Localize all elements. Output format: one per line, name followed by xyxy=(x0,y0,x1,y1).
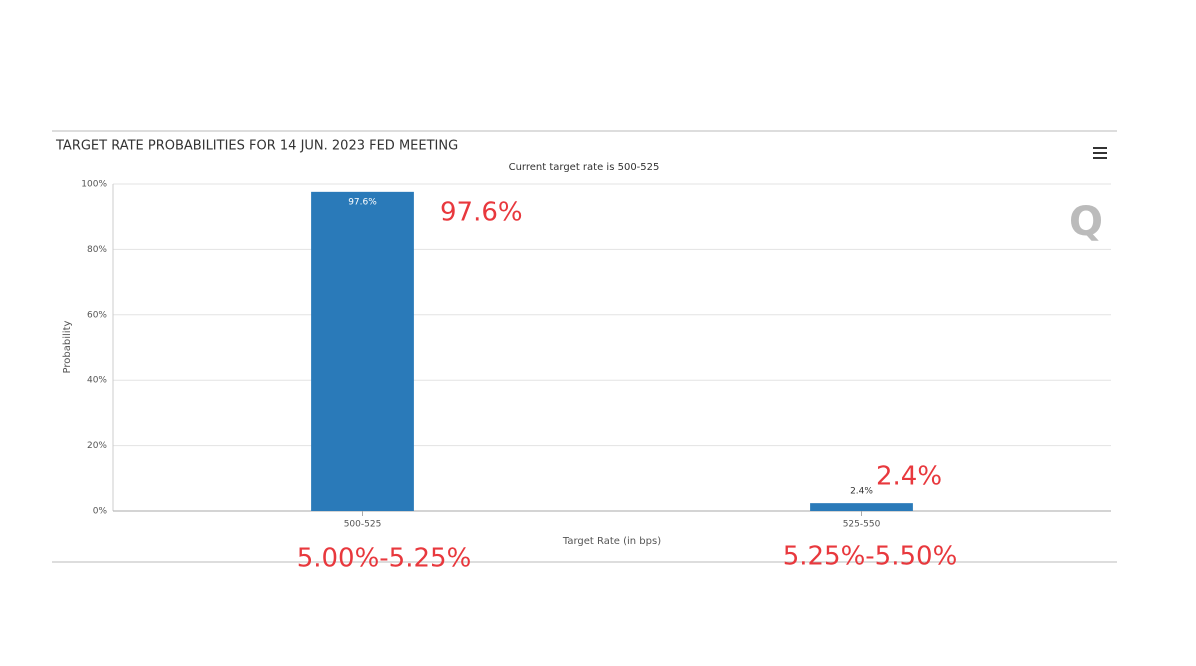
y-tick-label: 0% xyxy=(93,507,108,517)
annotation: 5.25%-5.50% xyxy=(783,542,958,572)
chart-subtitle: Current target rate is 500-525 xyxy=(509,162,660,173)
y-tick-label: 40% xyxy=(87,376,107,386)
value-label: 97.6% xyxy=(348,197,377,207)
annotation: 2.4% xyxy=(876,462,942,492)
value-label: 2.4% xyxy=(850,487,873,497)
x-tick-label: 525-550 xyxy=(843,520,881,530)
y-tick-label: 100% xyxy=(81,180,107,190)
y-tick-label: 80% xyxy=(87,245,107,255)
y-tick-label: 60% xyxy=(87,310,107,320)
y-tick-label: 20% xyxy=(87,441,107,451)
x-axis-label: Target Rate (in bps) xyxy=(562,536,661,547)
annotation: 5.00%-5.25% xyxy=(297,544,472,574)
annotation: 97.6% xyxy=(440,198,523,228)
bar xyxy=(810,503,913,511)
logo: Q xyxy=(1069,199,1103,245)
y-axis-label: Probability xyxy=(62,320,73,373)
menu-icon[interactable] xyxy=(1093,147,1107,159)
bar xyxy=(311,191,414,511)
chart-title: TARGET RATE PROBABILITIES FOR 14 JUN. 20… xyxy=(55,139,458,154)
x-tick-label: 500-525 xyxy=(344,520,382,530)
